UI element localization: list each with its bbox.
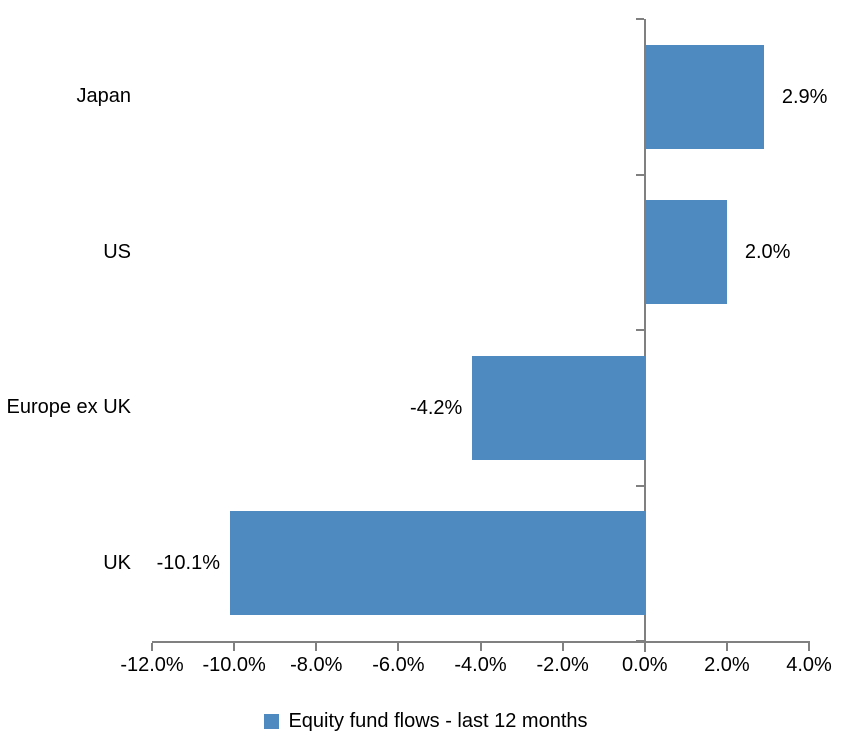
bar-japan: [644, 45, 764, 149]
y-axis-tick: [635, 18, 644, 20]
category-label-japan: Japan: [76, 85, 132, 108]
y-axis-tick: [635, 640, 644, 642]
x-axis-tick: [233, 643, 236, 651]
value-label-europe-ex-uk: -4.2%: [410, 396, 463, 419]
x-axis-tick: [315, 643, 318, 651]
x-axis-tick-label: -8.0%: [290, 654, 343, 676]
legend-label: Equity fund flows - last 12 months: [288, 709, 588, 732]
x-axis-tick-label: 0.0%: [621, 654, 668, 676]
y-axis-tick: [635, 173, 644, 176]
x-axis-tick-label: -10.0%: [202, 654, 266, 676]
x-axis-line: [152, 641, 810, 643]
category-label-europe-ex-uk: Europe ex UK: [6, 396, 131, 419]
x-axis-tick: [151, 643, 153, 651]
x-axis-tick-label: -12.0%: [120, 654, 184, 676]
x-axis-tick-label: -6.0%: [372, 654, 425, 676]
value-label-uk: -10.1%: [156, 551, 221, 574]
x-axis-tick: [397, 643, 400, 651]
value-label-japan: 2.9%: [781, 85, 828, 108]
x-axis-tick-label: 4.0%: [786, 654, 832, 676]
y-axis-line: [643, 19, 646, 652]
bar-uk: [230, 511, 645, 615]
legend: Equity fund flows - last 12 months: [0, 706, 852, 736]
x-axis-tick: [725, 643, 728, 651]
category-label-us: US: [103, 240, 131, 263]
bar-europe-ex-uk: [472, 356, 645, 460]
x-axis-tick-label: 2.0%: [704, 654, 750, 676]
x-axis-tick: [479, 643, 482, 651]
y-axis-tick: [635, 484, 644, 487]
category-label-uk: UK: [103, 551, 131, 574]
bar-us: [644, 200, 727, 304]
value-label-us: 2.0%: [744, 240, 791, 263]
legend-swatch-icon: [264, 713, 280, 729]
x-axis-tick: [561, 643, 564, 651]
y-axis-tick: [635, 329, 644, 331]
x-axis-tick: [643, 643, 646, 651]
x-axis-tick-label: -4.0%: [454, 654, 507, 676]
x-axis-tick: [808, 643, 810, 651]
x-axis-tick-label: -2.0%: [536, 654, 589, 676]
